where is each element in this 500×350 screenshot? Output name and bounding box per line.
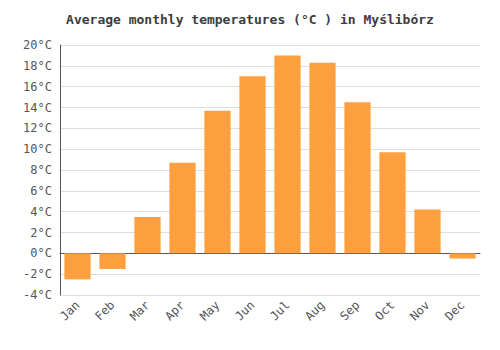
svg-text:18°C: 18°C bbox=[23, 59, 52, 73]
svg-text:20°C: 20°C bbox=[23, 38, 52, 52]
svg-text:Nov: Nov bbox=[407, 298, 432, 323]
svg-text:Dec: Dec bbox=[442, 298, 467, 323]
svg-text:14°C: 14°C bbox=[23, 101, 52, 115]
svg-text:10°C: 10°C bbox=[23, 142, 52, 156]
svg-text:Sep: Sep bbox=[337, 298, 362, 323]
svg-text:-2°C: -2°C bbox=[23, 267, 52, 281]
svg-text:6°C: 6°C bbox=[30, 184, 52, 198]
svg-text:2°C: 2°C bbox=[30, 226, 52, 240]
svg-text:Mar: Mar bbox=[127, 298, 152, 323]
svg-text:8°C: 8°C bbox=[30, 163, 52, 177]
svg-text:Jan: Jan bbox=[57, 298, 82, 323]
svg-text:Jul: Jul bbox=[267, 298, 292, 323]
svg-text:16°C: 16°C bbox=[23, 80, 52, 94]
svg-text:Aug: Aug bbox=[302, 298, 327, 323]
svg-text:0°C: 0°C bbox=[30, 246, 52, 260]
svg-text:May: May bbox=[197, 298, 222, 323]
svg-text:12°C: 12°C bbox=[23, 121, 52, 135]
svg-text:-4°C: -4°C bbox=[23, 288, 52, 302]
svg-text:Oct: Oct bbox=[372, 298, 397, 323]
svg-text:Apr: Apr bbox=[162, 298, 187, 323]
svg-text:Average monthly temperatures (: Average monthly temperatures (°C ) in My… bbox=[66, 12, 434, 27]
svg-text:4°C: 4°C bbox=[30, 205, 52, 219]
svg-text:Feb: Feb bbox=[92, 298, 117, 323]
svg-text:Jun: Jun bbox=[232, 298, 257, 323]
